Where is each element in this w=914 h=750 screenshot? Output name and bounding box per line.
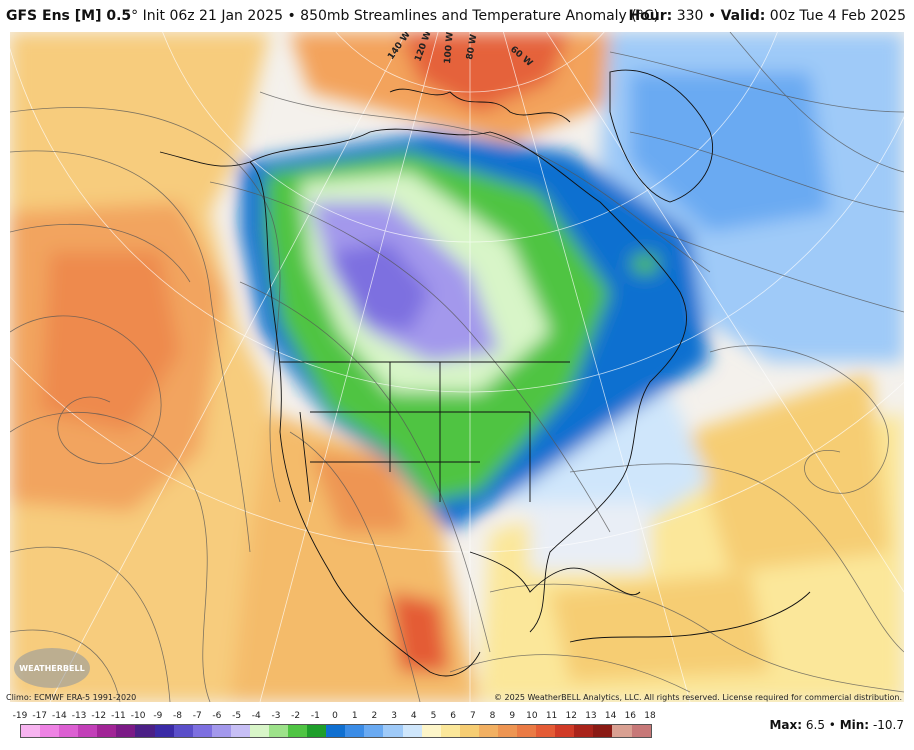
- hour-label: Hour:: [628, 8, 673, 24]
- colorbar-tick-label: -10: [130, 711, 146, 721]
- colorbar-swatch: [497, 725, 518, 737]
- colorbar-tick-label: 10: [526, 711, 538, 721]
- colorbar-swatch: [97, 725, 117, 737]
- colorbar-tick-label: 18: [644, 711, 656, 721]
- colorbar-tick-label: -11: [111, 711, 126, 721]
- colorbar-swatch: [249, 725, 270, 737]
- colorbar-swatch: [78, 725, 98, 737]
- colorbar-tick-label: 12: [565, 711, 577, 721]
- bullet: •: [828, 718, 836, 732]
- colorbar-swatch: [173, 725, 193, 737]
- colorbar-swatch: [345, 725, 365, 737]
- colorbar-tick-label: 11: [545, 711, 558, 721]
- colorbar-tick-label: -9: [153, 711, 163, 721]
- valid-info: Hour: 330 • Valid: 00z Tue 4 Feb 2025: [628, 8, 906, 24]
- colorbar-swatch: [555, 725, 575, 737]
- colorbar-swatch: [440, 725, 460, 737]
- colorbar-swatch: [307, 725, 327, 737]
- valid-label: Valid:: [720, 8, 766, 24]
- colorbar-tick-label: 13: [585, 711, 597, 721]
- bullet: •: [287, 8, 296, 24]
- colorbar-swatch: [269, 725, 289, 737]
- max-label: Max:: [769, 718, 803, 732]
- valid-value: 00z Tue 4 Feb 2025: [769, 8, 906, 24]
- map-area: 140 W 120 W 100 W 80 W 60 W: [10, 32, 904, 702]
- colorbar-tick-label: 2: [371, 711, 378, 721]
- colorbar-tick-label: -17: [32, 711, 48, 721]
- colorbar-tick-label: 7: [469, 711, 476, 721]
- colorbar-tick-label: -8: [173, 711, 182, 721]
- colorbar-swatch: [478, 725, 498, 737]
- min-value: -10.7: [872, 718, 904, 732]
- colorbar-swatch: [288, 725, 308, 737]
- min-label: Min:: [839, 718, 870, 732]
- colorbar-swatch: [402, 725, 422, 737]
- colorbar-tick-label: -7: [192, 711, 202, 721]
- colorbar-tick-label: -14: [52, 711, 67, 721]
- bullet: •: [707, 8, 717, 24]
- colorbar-tick-label: 14: [604, 711, 617, 721]
- max-value: 6.5: [805, 718, 825, 732]
- colorbar-swatch: [230, 725, 250, 737]
- climo-note: Climo: ECMWF ERA-5 1991-2020: [6, 693, 137, 702]
- product-name: 850mb Streamlines and Temperature Anomal…: [300, 8, 659, 24]
- colorbar-tick-label: -4: [251, 711, 261, 721]
- colorbar-tick-label: -19: [12, 711, 28, 721]
- header: GFS Ens [M] 0.5° Init 06z 21 Jan 2025 • …: [0, 0, 914, 32]
- colorbar-swatch: [21, 725, 41, 737]
- colorbar-tick-label: 6: [450, 711, 456, 721]
- colorbar-tick-label: -2: [291, 711, 301, 721]
- colorbar-tick-label: -6: [212, 711, 222, 721]
- colorbar-swatch: [612, 725, 632, 737]
- colorbar-tick-label: -1: [310, 711, 320, 721]
- colorbar-swatch: [574, 725, 594, 737]
- lon-label-100w: 100 W: [443, 32, 456, 64]
- colorbar-swatch: [421, 725, 441, 737]
- init-time: Init 06z 21 Jan 2025: [142, 8, 283, 24]
- lon-label-80w: 80 W: [465, 34, 479, 61]
- colorbar-tick-label: -5: [232, 711, 242, 721]
- max-min-readout: Max: 6.5 • Min: -10.7: [769, 718, 904, 732]
- colorbar-tick-label: -12: [91, 711, 107, 721]
- temperature-anomaly-field: [10, 32, 904, 702]
- colorbar-tick-label: 4: [410, 711, 417, 721]
- colorbar-swatch: [364, 725, 384, 737]
- colorbar-swatch: [135, 725, 155, 737]
- colorbar: [20, 724, 652, 738]
- colorbar-tick-label: -3: [271, 711, 281, 721]
- colorbar-swatch: [459, 725, 479, 737]
- streamlines: [10, 32, 904, 702]
- model-name: GFS Ens [M] 0.5: [6, 8, 132, 24]
- hour-value: 330: [676, 8, 704, 24]
- colorbar-swatch: [536, 725, 556, 737]
- colorbar-swatch: [116, 725, 136, 737]
- colorbar-swatch: [192, 725, 212, 737]
- copyright-note: © 2025 WeatherBELL Analytics, LLC. All r…: [494, 693, 902, 702]
- colorbar-swatch: [326, 725, 346, 737]
- map-title: GFS Ens [M] 0.5° Init 06z 21 Jan 2025 • …: [6, 8, 659, 24]
- colorbar-swatch: [40, 725, 60, 737]
- weatherbell-logo: WEATHERBELL: [14, 648, 90, 688]
- colorbar-tick-label: 16: [624, 711, 637, 721]
- colorbar-swatch: [631, 725, 651, 737]
- colorbar-swatch: [593, 725, 613, 737]
- colorbar-tick-label: 9: [509, 711, 516, 721]
- colorbar-tick-label: 1: [351, 711, 358, 721]
- colorbar-tick-label: 0: [332, 711, 338, 721]
- colorbar-swatch: [211, 725, 231, 737]
- colorbar-tick-label: 3: [391, 711, 397, 721]
- degree-symbol: °: [131, 8, 139, 24]
- colorbar-tick-label: 8: [489, 711, 496, 721]
- colorbar-swatch: [517, 725, 537, 737]
- colorbar-tick-label: 5: [430, 711, 437, 721]
- colorbar-swatch: [383, 725, 403, 737]
- colorbar-tick-label: -13: [71, 711, 87, 721]
- coastlines: [159, 69, 811, 677]
- colorbar-swatch: [59, 725, 79, 737]
- colorbar-swatch: [154, 725, 174, 737]
- anomaly-map: 140 W 120 W 100 W 80 W 60 W: [10, 32, 904, 702]
